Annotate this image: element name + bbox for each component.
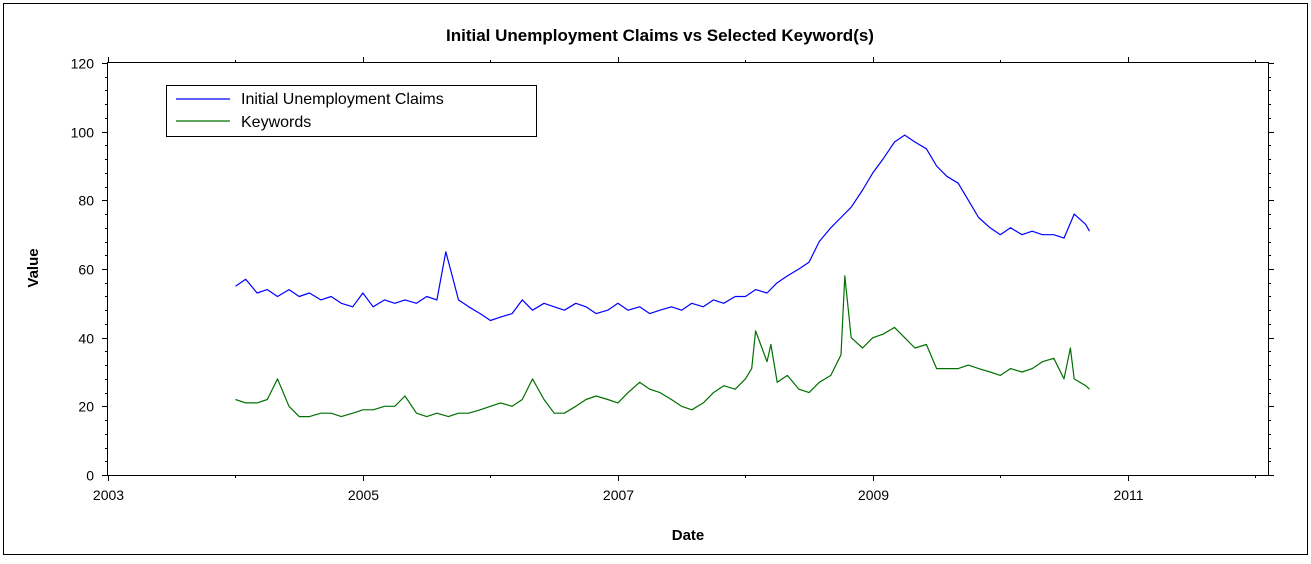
x-tick-label: 2005 [348,487,379,503]
axis-ticks: 0 20 40 60 80 100 120 2003 2005 2007 2009 2011 [71,56,1274,503]
x-tick-label: 2011 [1113,487,1143,503]
chart-title: Initial Unemployment Claims vs Selected … [446,26,874,45]
x-tick-label: 2009 [858,487,889,503]
y-tick-label: 120 [71,56,95,72]
y-tick-label: 80 [78,193,94,209]
legend: Initial Unemployment Claims Keywords [166,85,537,137]
x-tick-label: 2003 [93,487,124,503]
y-tick-label: 100 [71,125,95,141]
y-tick-label: 40 [78,331,94,347]
series-line-keywords [235,275,1090,418]
plot-area: 0 20 40 60 80 100 120 2003 2005 2007 2009 2011 [71,56,1274,503]
series-line-claims [235,134,1091,322]
legend-label-claims: Initial Unemployment Claims [241,91,444,108]
y-axis-label: Value [25,248,42,287]
x-axis-label: Date [672,527,705,544]
y-tick-label: 60 [78,262,94,278]
y-tick-label: 20 [78,399,94,415]
legend-box [166,85,537,137]
legend-label-keywords: Keywords [241,114,311,131]
x-tick-label: 2007 [603,487,634,503]
y-tick-label: 0 [86,468,94,484]
series-layer [235,134,1091,418]
